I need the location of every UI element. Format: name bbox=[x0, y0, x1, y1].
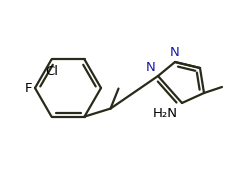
Text: Cl: Cl bbox=[45, 65, 58, 78]
Text: N: N bbox=[170, 46, 180, 59]
Text: H₂N: H₂N bbox=[153, 107, 178, 120]
Text: N: N bbox=[145, 61, 155, 74]
Text: F: F bbox=[24, 81, 32, 95]
